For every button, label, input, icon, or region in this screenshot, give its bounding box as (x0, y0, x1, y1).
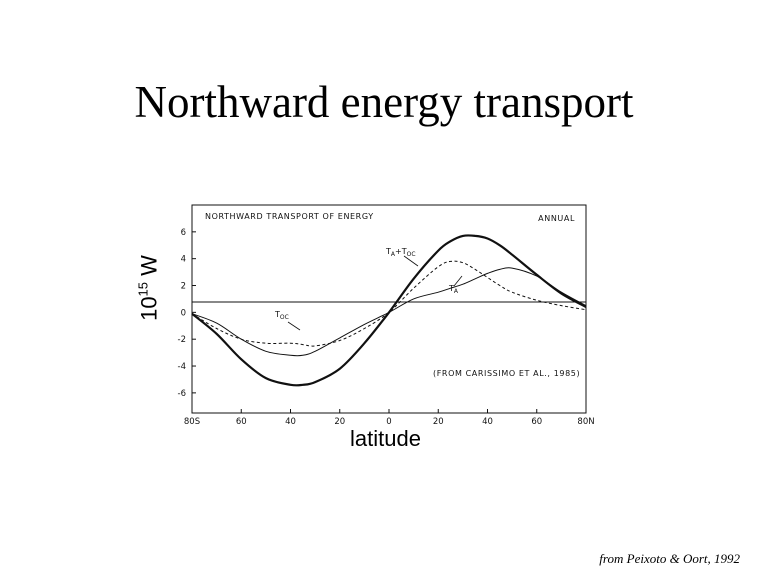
x-tick-label: 80S (184, 417, 200, 427)
x-tick-label: 0 (386, 417, 391, 427)
series-line-total (191, 234, 587, 387)
x-tick-label: 80N (577, 417, 594, 427)
plot-frame (191, 204, 587, 414)
y-tick-label: -4 (178, 362, 186, 372)
y-tick-label: 6 (181, 228, 186, 238)
x-tick-label: 40 (482, 417, 493, 427)
series-annotations: TA+TOC TA TOC (274, 247, 463, 331)
y-tick-label: 2 (181, 282, 186, 292)
y-tick-label: 0 (181, 308, 186, 318)
chart-source-note: (FROM CARISSIMO ET AL., 1985) (433, 369, 580, 378)
slide-title: Northward energy transport (134, 77, 634, 127)
label-toc: TOC (274, 310, 289, 321)
x-tick-label: 20 (334, 417, 345, 427)
x-axis-label: latitude (350, 426, 421, 451)
y-tick-label: 4 (181, 255, 186, 265)
label-ta-toc: TA+TOC (385, 247, 416, 258)
series-line-atmosphere (191, 267, 587, 357)
source-credit: from Peixoto & Oort, 1992 (599, 551, 740, 566)
y-tick-label: -6 (178, 389, 186, 399)
x-tick-label: 60 (531, 417, 542, 427)
chart-inner-title: NORTHWARD TRANSPORT OF ENERGY (205, 212, 374, 221)
x-tick-label: 20 (433, 417, 444, 427)
label-ta: TA (448, 284, 459, 295)
leader-toc (287, 321, 301, 331)
x-tick-label: 40 (285, 417, 296, 427)
series-line-ocean (191, 260, 587, 347)
leader-ta (453, 275, 463, 287)
chart-subtitle: ANNUAL (538, 214, 575, 223)
y-tick-label: -2 (178, 335, 186, 345)
leader-ta-toc (403, 255, 419, 267)
x-tick-label: 60 (236, 417, 247, 427)
